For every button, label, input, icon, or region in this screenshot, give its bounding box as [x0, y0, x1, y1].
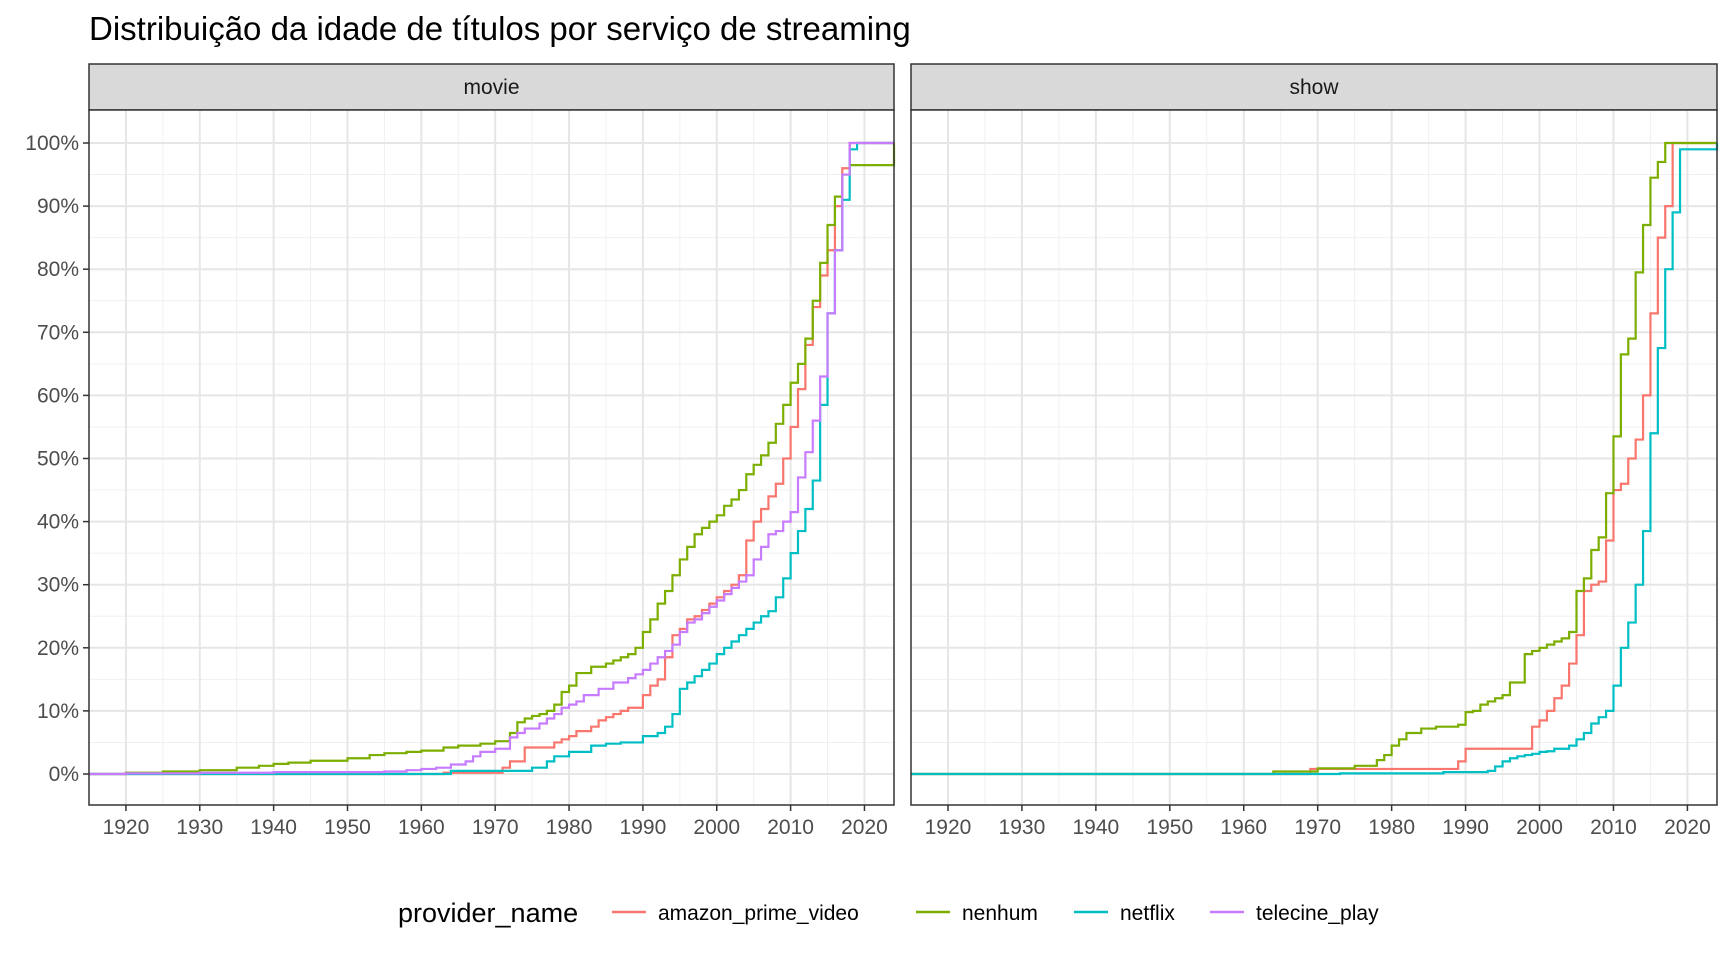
legend-title: provider_name: [398, 898, 578, 928]
y-tick-label: 30%: [37, 574, 79, 597]
x-tick-label: 1940: [250, 816, 297, 839]
x-tick-label: 1970: [1294, 816, 1341, 839]
y-tick-label: 10%: [37, 700, 79, 723]
y-tick-label: 70%: [37, 321, 79, 344]
x-tick-label: 1990: [620, 816, 667, 839]
chart-title: Distribuição da idade de títulos por ser…: [89, 10, 911, 47]
legend-item-amazon_prime_video: amazon_prime_video: [612, 902, 859, 925]
gridlines: [911, 110, 1717, 805]
panel-border: [88, 109, 895, 806]
x-tick-label: 2010: [767, 816, 814, 839]
legend: provider_name amazon_prime_video nenhum net…: [398, 898, 1379, 928]
x-axis: 1920 1930 1940 1950 1960 1970 1980 1990 2000 2010…: [925, 805, 1711, 839]
y-tick-label: 60%: [37, 384, 79, 407]
x-tick-label: 2020: [1664, 816, 1711, 839]
panel-show: show 1920 1930 1940 1950 1960 1970 1980 1990 2000…: [910, 63, 1719, 839]
series-line-nenhum: [911, 141, 1717, 776]
x-tick-label: 1950: [324, 816, 371, 839]
x-axis: 1920 1930 1940 1950 1960 1970 1980 1990 2000 2010…: [103, 805, 888, 839]
facet-panels: movie 1920 1930 1940 1950 1960 1970 1980 1990 200…: [25, 63, 1719, 839]
legend-label: amazon_prime_video: [658, 902, 859, 925]
series-line-telecine_play: [89, 141, 894, 776]
facet-strip-label: show: [1289, 76, 1339, 99]
y-tick-label: 40%: [37, 511, 79, 534]
facet-strip-label: movie: [463, 76, 519, 99]
x-tick-label: 2010: [1590, 816, 1637, 839]
facet-strip: [88, 63, 895, 111]
legend-label: netflix: [1120, 902, 1175, 925]
y-tick-label: 90%: [37, 195, 79, 218]
x-tick-label: 1980: [546, 816, 593, 839]
x-tick-label: 1930: [999, 816, 1046, 839]
x-tick-label: 1960: [398, 816, 445, 839]
gridlines: [89, 110, 894, 805]
facet-strip: [910, 63, 1718, 111]
x-tick-label: 1990: [1442, 816, 1489, 839]
x-tick-label: 1920: [925, 816, 972, 839]
y-tick-label: 0%: [49, 763, 79, 786]
y-tick-label: 50%: [37, 448, 79, 471]
series-line-netflix: [89, 141, 894, 776]
legend-label: telecine_play: [1256, 902, 1379, 925]
x-tick-label: 2000: [693, 816, 740, 839]
legend-item-netflix: netflix: [1074, 902, 1175, 925]
x-tick-label: 1960: [1220, 816, 1267, 839]
x-tick-label: 2000: [1516, 816, 1563, 839]
x-tick-label: 1980: [1368, 816, 1415, 839]
x-tick-label: 1950: [1146, 816, 1193, 839]
panel-movie: movie 1920 1930 1940 1950 1960 1970 1980 1990 200…: [25, 63, 896, 839]
y-tick-label: 20%: [37, 637, 79, 660]
y-tick-label: 100%: [25, 132, 79, 155]
x-tick-label: 2020: [841, 816, 888, 839]
series-line-amazon_prime_video: [89, 141, 894, 776]
y-axis: 0% 10% 20% 30% 40% 50% 60% 70% 80% 90% 100%: [25, 132, 89, 786]
x-tick-label: 1940: [1073, 816, 1120, 839]
panel-border: [910, 109, 1718, 806]
series-line-netflix: [911, 143, 1719, 776]
x-tick-label: 1930: [176, 816, 223, 839]
series-line-amazon_prime_video: [911, 141, 1717, 776]
legend-item-nenhum: nenhum: [916, 902, 1038, 925]
x-tick-label: 1970: [472, 816, 519, 839]
legend-item-telecine_play: telecine_play: [1210, 902, 1379, 925]
x-tick-label: 1920: [103, 816, 150, 839]
legend-label: nenhum: [962, 902, 1038, 925]
y-tick-label: 80%: [37, 258, 79, 281]
series-line-nenhum: [89, 143, 896, 776]
